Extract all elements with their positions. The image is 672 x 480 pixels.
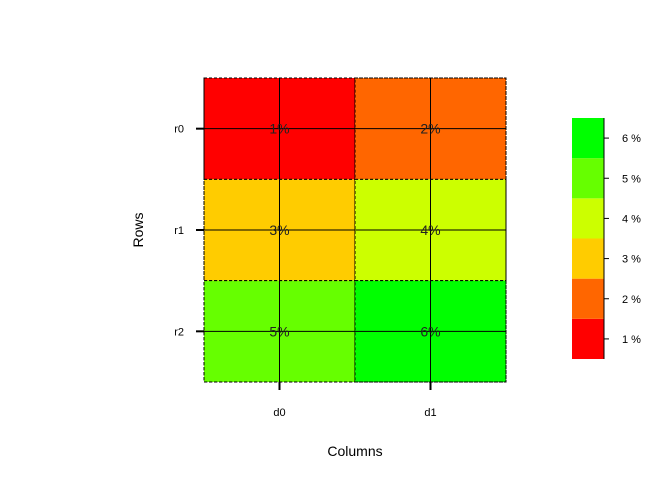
cell-label: 2% — [420, 121, 440, 137]
legend-swatch — [572, 318, 604, 359]
cell-label: 5% — [269, 323, 289, 339]
y-tick-label: r1 — [174, 225, 184, 237]
legend-label: 5 % — [622, 173, 641, 185]
y-axis: r0 r1 r2 — [174, 124, 204, 338]
legend-swatch — [572, 158, 604, 199]
cell-label: 3% — [269, 222, 289, 238]
legend-label: 4 % — [622, 213, 641, 225]
legend-swatch — [572, 198, 604, 239]
cell-labels: 1% 2% 3% 4% 5% 6% — [269, 121, 440, 340]
cell-label: 1% — [269, 121, 289, 137]
legend-swatch — [572, 278, 604, 319]
y-tick-label: r2 — [174, 326, 184, 338]
legend-swatch — [572, 238, 604, 279]
y-tick-label: r0 — [174, 124, 184, 136]
legend-label: 3 % — [622, 254, 641, 266]
legend-label: 6 % — [622, 133, 641, 145]
cell-label: 6% — [420, 323, 440, 339]
x-axis-title: Columns — [327, 443, 382, 459]
cell-label: 4% — [420, 222, 440, 238]
legend: 1 % 2 % 3 % 4 % 5 % 6 % — [572, 118, 641, 359]
legend-swatch — [572, 118, 604, 159]
legend-label: 2 % — [622, 294, 641, 306]
x-axis: d0 d1 — [273, 382, 437, 419]
x-tick-label: d0 — [273, 407, 285, 419]
legend-label: 1 % — [622, 334, 641, 346]
y-axis-title: Rows — [130, 212, 146, 247]
gridlines — [204, 78, 506, 382]
x-tick-label: d1 — [424, 407, 436, 419]
